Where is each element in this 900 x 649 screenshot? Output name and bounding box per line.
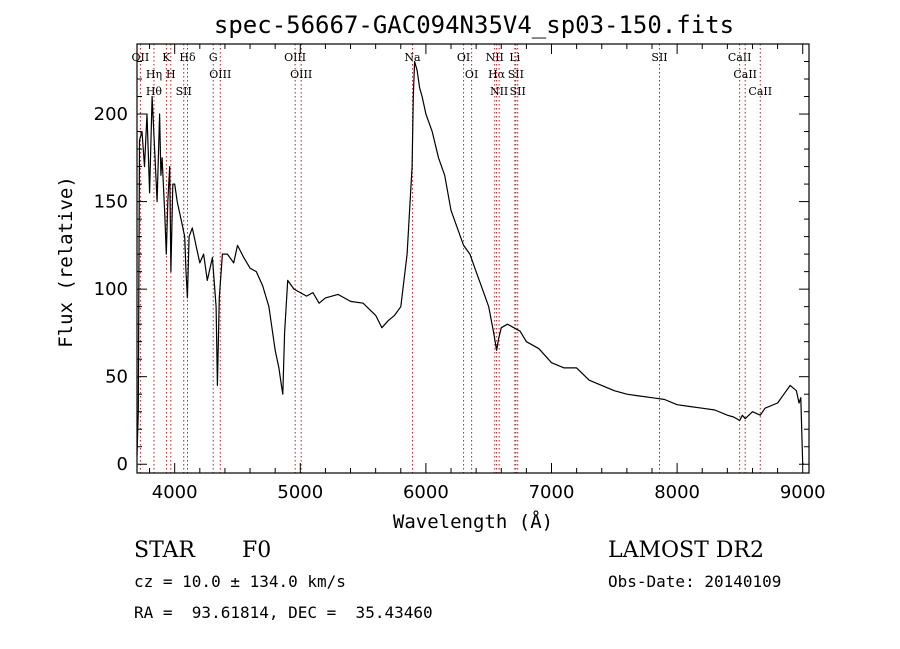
x-tick-label: 9000 — [780, 482, 826, 503]
x-tick-label: 6000 — [403, 482, 449, 503]
x-tick-label: 7000 — [529, 482, 575, 503]
x-tick-label: 8000 — [654, 482, 700, 503]
object-class: STAR — [134, 538, 195, 563]
line-marker-label: OII — [132, 51, 150, 64]
redshift-info: cz = 10.0 ± 134.0 km/s — [134, 572, 346, 591]
line-marker-label: OI — [465, 68, 478, 81]
line-marker-label: OI — [457, 51, 470, 64]
line-marker-label: Hη — [146, 68, 162, 81]
spectrum-line — [136, 60, 804, 465]
line-marker-label: SII — [176, 85, 192, 98]
x-axis-label: Wavelength (Å) — [393, 510, 553, 533]
line-marker-label: H — [166, 68, 176, 81]
y-tick-label: 150 — [94, 192, 128, 213]
line-marker-label: SII — [508, 68, 524, 81]
line-marker-label: Hδ — [179, 51, 196, 64]
line-marker-label: NII — [486, 51, 504, 64]
survey-name: LAMOST DR2 — [608, 538, 764, 563]
spectral-subclass: F0 — [242, 538, 272, 563]
line-marker-label: SII — [510, 85, 526, 98]
line-marker-label: OIII — [284, 51, 306, 64]
line-marker-label: Hα — [488, 68, 506, 81]
line-marker-label: OIII — [209, 68, 231, 81]
line-marker-label: CaII — [748, 85, 772, 98]
line-marker-label: Li — [509, 51, 520, 64]
line-marker-label: OIII — [290, 68, 312, 81]
y-axis-label: Flux (relative) — [55, 176, 77, 348]
line-marker-label: NII — [490, 85, 508, 98]
y-tick-label: 100 — [94, 279, 128, 300]
y-tick-label: 200 — [94, 104, 128, 125]
chart-title: spec-56667-GAC094N35V4_sp03-150.fits — [214, 11, 734, 39]
coordinates: RA = 93.61814, DEC = 35.43460 — [134, 603, 433, 622]
line-marker-label: SII — [651, 51, 667, 64]
x-tick-label: 4000 — [152, 482, 198, 503]
plot-frame — [136, 43, 810, 474]
axes: 4000 5000 6000 7000 8000 9000 0 50 100 150 200 — [94, 44, 826, 503]
y-tick-label: 0 — [117, 454, 128, 475]
line-marker-label: Na — [404, 51, 421, 64]
observation-date: Obs-Date: 20140109 — [608, 572, 782, 591]
line-marker-label: Hθ — [146, 85, 163, 98]
line-marker-label: CaII — [728, 51, 752, 64]
spectrum-series — [136, 60, 804, 465]
line-marker-label: CaII — [733, 68, 757, 81]
line-marker-label: G — [209, 51, 218, 64]
x-tick-label: 5000 — [277, 482, 323, 503]
y-tick-label: 50 — [105, 367, 128, 388]
line-marker-label: K — [162, 51, 171, 64]
